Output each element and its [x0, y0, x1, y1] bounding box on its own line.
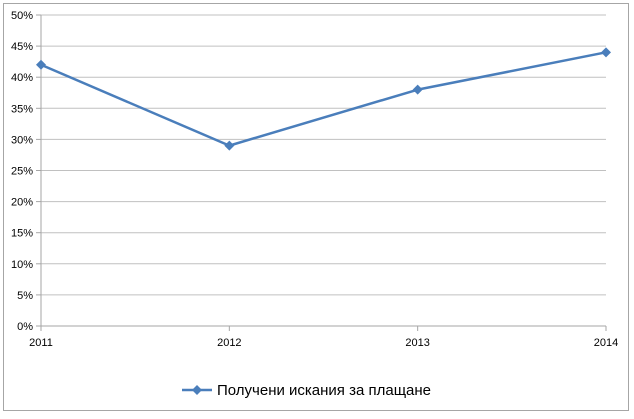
x-tick-label: 2011 [29, 337, 53, 349]
y-axis-tick-labels: 0% 5% 10% 15% 20% 25% 30% 35% 40% 45% 50% [11, 10, 33, 333]
data-point-marker [36, 59, 46, 70]
y-tick-label: 10% [11, 259, 33, 271]
axes [36, 14, 607, 331]
y-tick-label: 35% [11, 103, 33, 115]
x-axis-tick-labels: 2011 2012 2013 2014 [29, 337, 618, 349]
x-tick-label: 2012 [217, 337, 241, 349]
data-point-marker [601, 47, 611, 58]
series-group [36, 47, 611, 151]
gridlines [41, 14, 606, 296]
series-line [40, 51, 607, 147]
y-tick-label: 25% [11, 166, 33, 178]
y-tick-label: 30% [11, 134, 33, 146]
legend-label: Получени искания за плащане [217, 382, 431, 399]
x-tick-label: 2014 [594, 337, 618, 349]
chart-frame [3, 3, 629, 411]
y-tick-label: 20% [11, 197, 33, 209]
y-tick-label: 45% [11, 41, 33, 53]
y-tick-label: 50% [11, 10, 33, 22]
y-tick-label: 5% [17, 290, 33, 302]
data-point-marker [412, 84, 423, 95]
y-tick-label: 0% [17, 321, 33, 333]
y-tick-label: 40% [11, 72, 33, 84]
data-point-marker [224, 140, 235, 151]
legend-marker [192, 385, 202, 395]
y-tick-label: 15% [11, 228, 33, 240]
legend: Получени искания за плащане [182, 382, 431, 399]
x-tick-label: 2013 [405, 337, 429, 349]
